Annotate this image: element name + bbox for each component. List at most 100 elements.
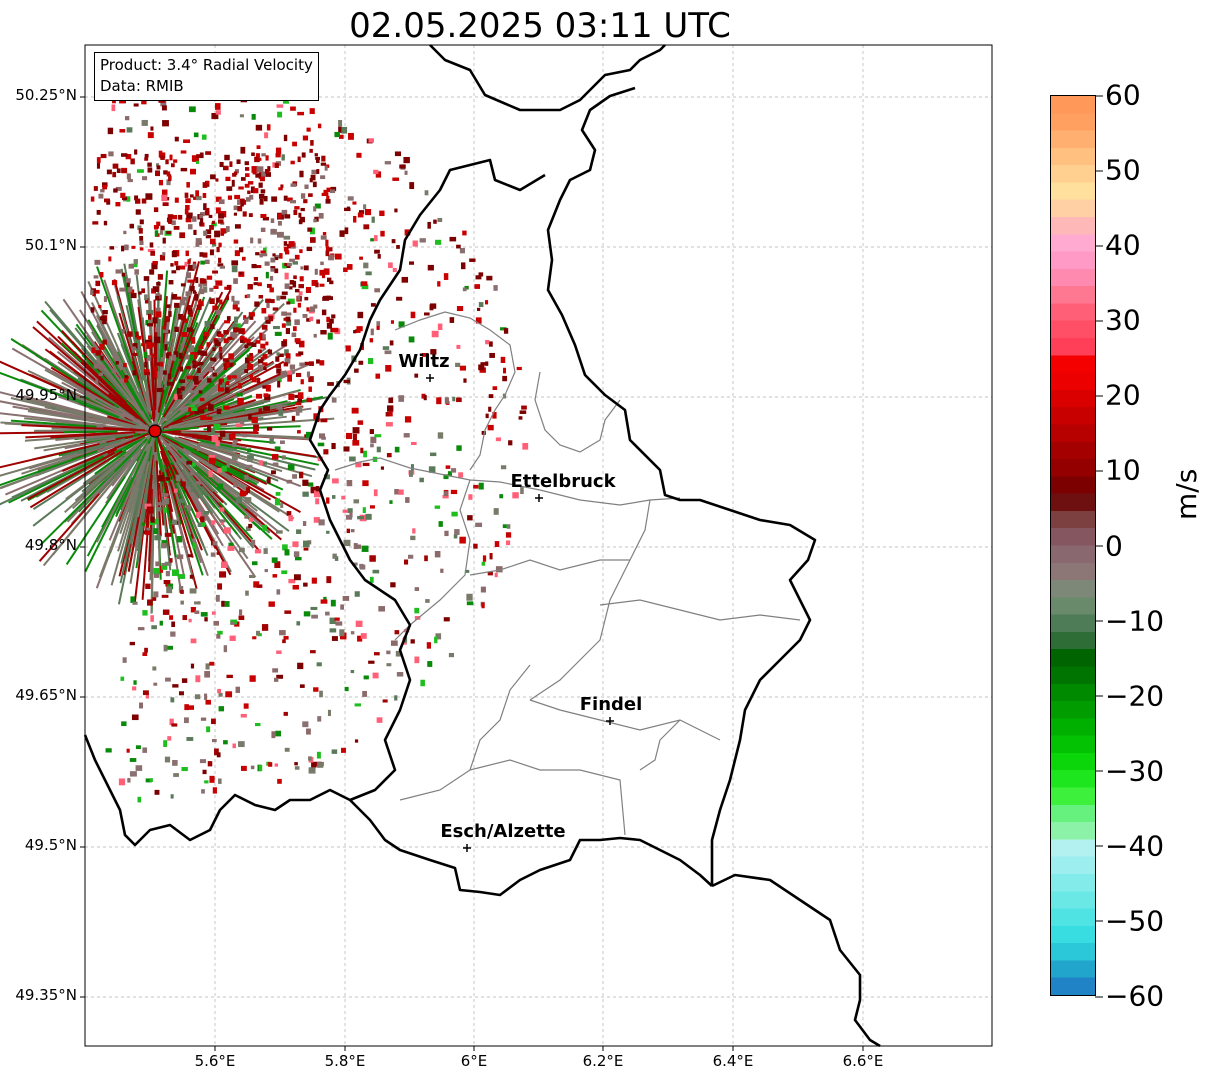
echo-cell	[190, 345, 195, 352]
echo-cell	[353, 330, 357, 334]
echo-cell	[443, 617, 450, 622]
echo-cell	[309, 227, 315, 235]
echo-cell	[264, 569, 268, 573]
echo-cell	[246, 364, 254, 370]
echo-cell	[119, 129, 126, 133]
echo-cell	[481, 602, 485, 609]
echo-cell	[185, 366, 191, 370]
echo-cell	[156, 163, 160, 167]
colorbar-tick-label: 0	[1095, 529, 1123, 562]
lon-tick-label: 5.8°E	[324, 1052, 366, 1070]
echo-cell	[398, 321, 405, 328]
echo-cell	[154, 789, 160, 795]
echo-cell	[215, 280, 223, 286]
echo-cell	[256, 166, 264, 173]
echo-cell	[354, 591, 360, 597]
echo-cell	[194, 601, 200, 605]
echo-cell	[247, 181, 254, 185]
echo-cell	[297, 392, 304, 399]
echo-cell	[255, 340, 261, 344]
echo-cell	[180, 315, 187, 321]
echo-cell	[137, 796, 142, 803]
echo-streak	[162, 389, 182, 418]
echo-cell	[346, 432, 353, 440]
echo-cell	[330, 599, 336, 607]
echo-cell	[244, 369, 249, 374]
echo-cell	[142, 610, 148, 616]
echo-cell	[454, 529, 460, 535]
echo-cell	[304, 184, 309, 189]
echo-cell	[326, 195, 330, 200]
echo-cell	[495, 566, 503, 573]
echo-cell	[124, 116, 130, 121]
echo-cell	[493, 285, 498, 291]
echo-cell	[286, 479, 293, 484]
echo-streak	[161, 330, 206, 416]
echo-cell	[319, 360, 325, 366]
echo-cell	[473, 484, 479, 489]
echo-cell	[182, 615, 188, 621]
echo-cell	[319, 690, 323, 698]
echo-cell	[239, 609, 243, 616]
echo-cell	[264, 316, 269, 320]
echo-cell	[302, 135, 309, 141]
echo-cell	[307, 227, 313, 232]
echo-cell	[256, 584, 263, 588]
echo-cell	[160, 155, 165, 160]
echo-cell	[195, 242, 200, 247]
echo-cell	[275, 364, 281, 368]
echo-cell	[103, 198, 110, 203]
echo-cell	[151, 342, 155, 348]
echo-cell	[120, 192, 126, 198]
echo-cell	[181, 678, 188, 683]
echo-cell	[144, 157, 149, 161]
echo-cell	[287, 298, 295, 304]
echo-cell	[320, 261, 324, 266]
echo-cell	[267, 315, 274, 322]
echo-streak	[161, 433, 249, 478]
echo-cell	[133, 103, 139, 107]
echo-cell	[146, 341, 152, 349]
echo-cell	[401, 276, 409, 283]
echo-cell	[341, 126, 348, 134]
echo-cell	[456, 244, 461, 249]
echo-cell	[392, 177, 400, 181]
echo-cell	[295, 372, 302, 378]
echo-cell	[148, 335, 153, 340]
echo-streak	[0, 400, 106, 423]
echo-cell	[224, 320, 231, 324]
echo-cell	[285, 328, 291, 335]
echo-cell	[251, 263, 257, 269]
echo-cell	[375, 373, 381, 379]
echo-cell	[197, 214, 201, 219]
echo-streak	[94, 450, 127, 475]
echo-cell	[468, 494, 473, 500]
echo-streak	[32, 326, 123, 404]
echo-cell	[325, 246, 330, 254]
echo-cell	[272, 668, 279, 673]
echo-cell	[142, 747, 148, 753]
echo-cell	[328, 254, 334, 261]
echo-cell	[130, 596, 135, 603]
echo-cell	[124, 244, 129, 251]
echo-cell	[186, 506, 191, 512]
echo-cell	[102, 182, 108, 188]
echo-cell	[319, 283, 325, 287]
echo-cell	[244, 497, 252, 504]
echo-streak	[138, 378, 151, 413]
echo-cell	[240, 146, 246, 154]
echo-cell	[409, 182, 415, 190]
echo-cell	[316, 751, 321, 759]
echo-cell	[216, 408, 222, 415]
echo-cell	[466, 593, 473, 601]
echo-cell	[141, 119, 148, 126]
echo-streak	[175, 438, 230, 463]
echo-cell	[478, 302, 484, 308]
echo-streak	[46, 457, 107, 493]
echo-cell	[106, 200, 111, 205]
echo-cell	[440, 568, 444, 573]
echo-cell	[376, 321, 381, 327]
echo-cell	[270, 267, 275, 272]
echo-cell	[357, 635, 363, 642]
echo-cell	[319, 269, 325, 276]
